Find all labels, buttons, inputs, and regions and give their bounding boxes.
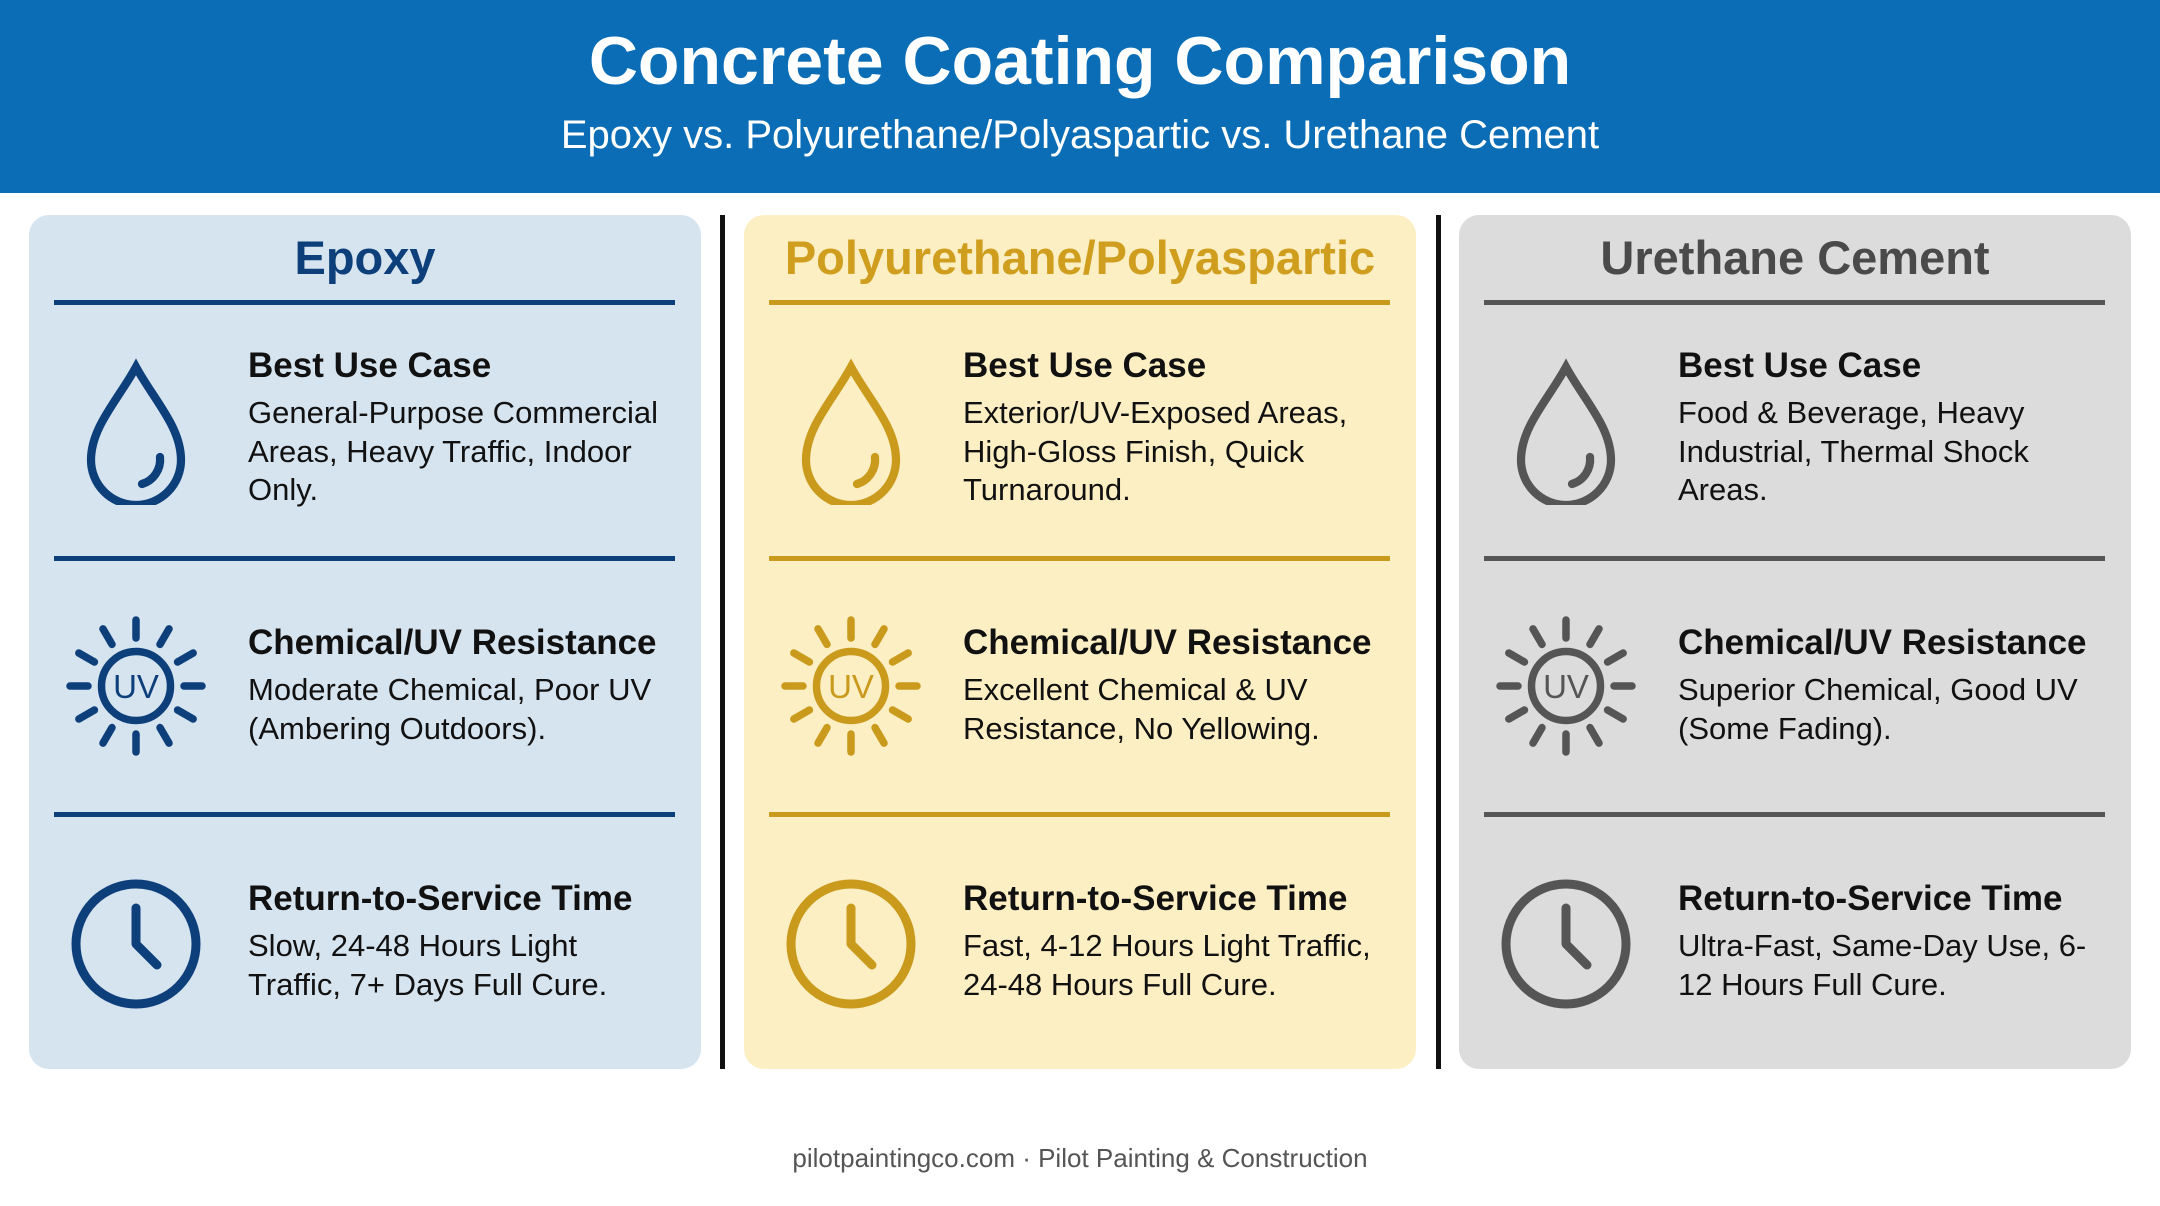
- header-band: [0, 0, 2160, 193]
- row-text: Fast, 4-12 Hours Light Traffic, 24-48 Ho…: [963, 928, 1371, 1002]
- row-separator: [54, 556, 675, 561]
- row-heading: Return-to-Service Time: [248, 879, 633, 918]
- icon-label: UV: [828, 668, 874, 705]
- row-text: General-Purpose Commercial Areas, Heavy …: [248, 395, 659, 507]
- column-title: Polyurethane/Polyaspartic: [784, 231, 1376, 284]
- title-rule: [1484, 300, 2105, 305]
- row-separator: [54, 812, 675, 817]
- column-card: [744, 215, 1416, 1069]
- column-card: [29, 215, 701, 1069]
- row-heading: Return-to-Service Time: [963, 879, 1348, 918]
- drop-icon: [801, 358, 901, 505]
- row-text: Excellent Chemical & UV Resistance, No Y…: [963, 672, 1320, 746]
- sun-icon: UV: [1496, 616, 1636, 756]
- row-heading: Best Use Case: [963, 346, 1207, 385]
- title-rule: [769, 300, 1390, 305]
- row-heading: Chemical/UV Resistance: [248, 623, 657, 662]
- icon-label: UV: [113, 668, 159, 705]
- title: Concrete Coating Comparison: [588, 23, 1572, 99]
- footer: pilotpaintingco.com · Pilot Painting & C…: [792, 1143, 1368, 1173]
- clock-icon: [1501, 879, 1631, 1009]
- row-separator: [769, 812, 1390, 817]
- row-text: Moderate Chemical, Poor UV (Ambering Out…: [248, 672, 652, 746]
- row-heading: Chemical/UV Resistance: [963, 623, 1372, 662]
- row-heading: Best Use Case: [1678, 346, 1922, 385]
- divider: [720, 215, 725, 1069]
- subtitle: Epoxy vs. Polyurethane/Polyaspartic vs. …: [560, 113, 1600, 157]
- row-separator: [1484, 556, 2105, 561]
- drop-icon: [86, 358, 186, 505]
- sun-icon: UV: [781, 616, 921, 756]
- row-heading: Chemical/UV Resistance: [1678, 623, 2087, 662]
- column-card: [1459, 215, 2131, 1069]
- drop-icon: [1516, 358, 1616, 505]
- divider: [1436, 215, 1441, 1069]
- column-title: Epoxy: [294, 231, 436, 284]
- row-text: Superior Chemical, Good UV (Some Fading)…: [1678, 672, 2078, 746]
- clock-icon: [71, 879, 201, 1009]
- row-separator: [769, 556, 1390, 561]
- title-rule: [54, 300, 675, 305]
- column-title: Urethane Cement: [1600, 231, 1990, 284]
- row-text: Food & Beverage, Heavy Industrial, Therm…: [1678, 395, 2029, 507]
- row-text: Ultra-Fast, Same-Day Use, 6-12 Hours Ful…: [1678, 928, 2087, 1002]
- row-heading: Return-to-Service Time: [1678, 879, 2063, 918]
- sun-icon: UV: [66, 616, 206, 756]
- row-heading: Best Use Case: [248, 346, 492, 385]
- row-separator: [1484, 812, 2105, 817]
- row-text: Slow, 24-48 Hours Light Traffic, 7+ Days…: [248, 928, 608, 1002]
- row-text: Exterior/UV-Exposed Areas, High-Gloss Fi…: [963, 395, 1348, 507]
- icon-label: UV: [1543, 668, 1589, 705]
- clock-icon: [786, 879, 916, 1009]
